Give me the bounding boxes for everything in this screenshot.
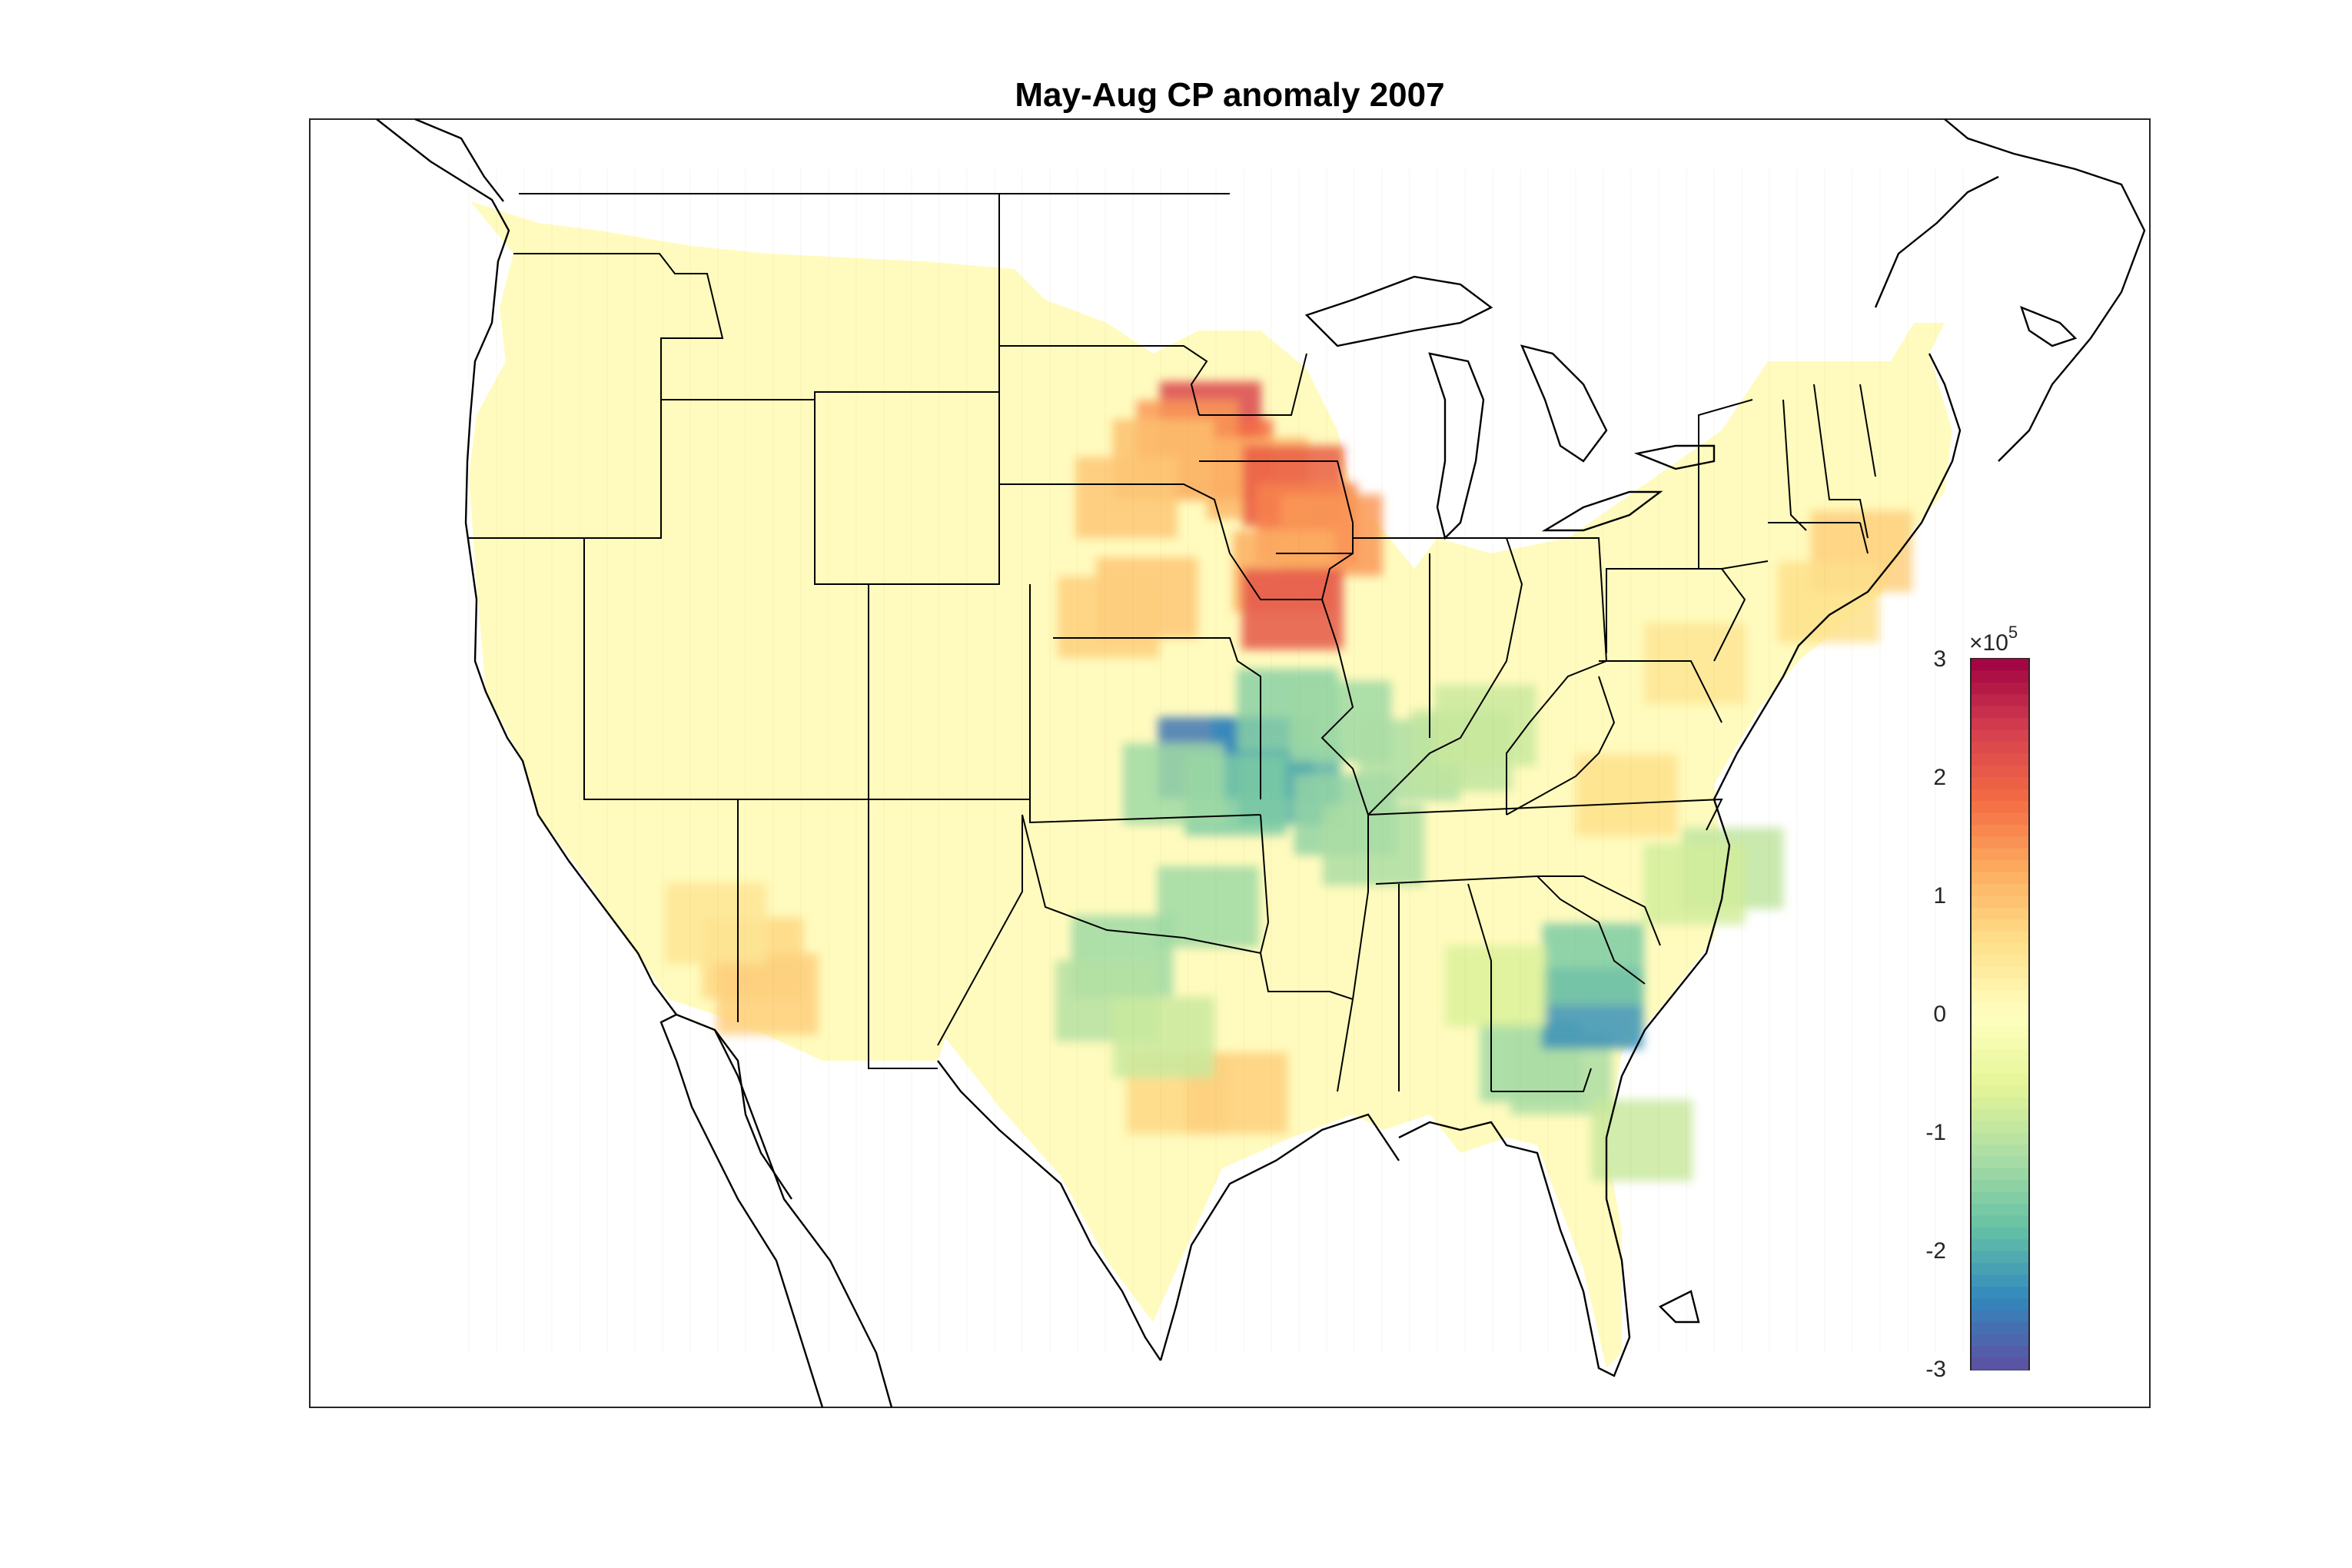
colorbar-band xyxy=(1972,777,2028,790)
anomaly-cell xyxy=(716,953,819,1035)
colorbar-band xyxy=(1972,907,2028,920)
colorbar-band xyxy=(1972,1061,2028,1075)
colorbar-band xyxy=(1972,694,2028,707)
chart-title: May-Aug CP anomaly 2007 xyxy=(1015,76,1444,114)
colorbar-band xyxy=(1972,801,2028,814)
anomaly-cell xyxy=(1122,743,1224,825)
colorbar-band xyxy=(1972,706,2028,719)
colorbar-band xyxy=(1972,718,2028,731)
colorbar-band xyxy=(1972,978,2028,992)
great-lakes xyxy=(1304,275,1716,540)
state-boundaries xyxy=(469,193,1876,1092)
colorbar-tick-label: 3 xyxy=(1933,646,1946,672)
anomaly-heat-layer xyxy=(665,381,1912,1181)
colorbar-band xyxy=(1972,1025,2028,1038)
colorbar-bands xyxy=(1972,659,2028,1370)
colorbar-band xyxy=(1972,1073,2028,1086)
anomaly-cell xyxy=(1112,996,1214,1078)
colorbar-band xyxy=(1972,741,2028,754)
anomaly-cell xyxy=(1777,561,1879,643)
colorbar-band xyxy=(1972,1298,2028,1311)
colorbar-band xyxy=(1972,966,2028,979)
anomaly-cell xyxy=(1075,457,1178,539)
colorbar-band xyxy=(1972,1121,2028,1134)
colorbar-band xyxy=(1972,1274,2028,1287)
colorbar-band xyxy=(1972,1322,2028,1335)
colorbar-band xyxy=(1972,1346,2028,1359)
colorbar-band xyxy=(1972,1132,2028,1145)
colorbar-band xyxy=(1972,919,2028,932)
colorbar-band xyxy=(1972,943,2028,956)
colorbar-band xyxy=(1972,1180,2028,1193)
colorbar-band xyxy=(1972,789,2028,802)
colorbar-band xyxy=(1972,1239,2028,1252)
anomaly-cell xyxy=(1434,685,1536,766)
colorbar-band xyxy=(1972,883,2028,896)
colorbar-band xyxy=(1972,1038,2028,1051)
colorbar-band xyxy=(1972,872,2028,885)
grid-cells-layer xyxy=(468,169,1964,1353)
anomaly-cell xyxy=(1241,568,1344,650)
colorbar-band xyxy=(1972,895,2028,909)
anomaly-cell xyxy=(1323,804,1425,886)
anomaly-cell xyxy=(1157,865,1259,948)
colorbar-band xyxy=(1972,1168,2028,1181)
colorbar-band xyxy=(1972,682,2028,695)
anomaly-cell xyxy=(665,882,767,965)
colorbar-band xyxy=(1972,824,2028,837)
colorbar-band xyxy=(1972,1227,2028,1241)
anomaly-cell xyxy=(1644,623,1746,704)
colorbar-tick-label: 1 xyxy=(1933,883,1946,909)
anomaly-cell xyxy=(1542,923,1644,1005)
colorbar: ×105 3 2 1 0 -1 -2 -3 xyxy=(1925,623,2030,1382)
colorbar-band xyxy=(1972,931,2028,944)
colorbar-band xyxy=(1972,1357,2028,1370)
colorbar-band xyxy=(1972,659,2028,672)
coastlines xyxy=(376,119,2146,1407)
colorbar-band xyxy=(1972,1287,2028,1300)
colorbar-band xyxy=(1972,860,2028,873)
colorbar-band xyxy=(1972,812,2028,826)
colorbar-band xyxy=(1972,1334,2028,1347)
anomaly-cell xyxy=(1591,1100,1693,1181)
colorbar-band xyxy=(1972,1215,2028,1228)
colorbar-band xyxy=(1972,1014,2028,1027)
colorbar-band xyxy=(1972,765,2028,778)
colorbar-tick-label: -3 xyxy=(1925,1357,1946,1382)
colorbar-band xyxy=(1972,753,2028,766)
colorbar-band xyxy=(1972,1310,2028,1323)
colorbar-band xyxy=(1972,1085,2028,1098)
colorbar-band xyxy=(1972,1049,2028,1062)
colorbar-band xyxy=(1972,1191,2028,1204)
colorbar-tick-label: -1 xyxy=(1925,1120,1946,1145)
colorbar-band xyxy=(1972,1144,2028,1158)
colorbar-band xyxy=(1972,1263,2028,1276)
anomaly-cell xyxy=(1444,945,1546,1027)
colorbar-exponent: ×105 xyxy=(1969,623,2018,656)
colorbar-band xyxy=(1972,1108,2028,1121)
colorbar-band xyxy=(1972,955,2028,968)
colorbar-band xyxy=(1972,1097,2028,1110)
colorbar-band xyxy=(1972,670,2028,683)
colorbar-tick-label: 0 xyxy=(1933,1002,1946,1027)
anomaly-cell xyxy=(1576,754,1678,836)
colorbar-band xyxy=(1972,848,2028,861)
colorbar-band xyxy=(1972,1204,2028,1217)
colorbar-tick-label: -2 xyxy=(1925,1238,1946,1264)
colorbar-band xyxy=(1972,1251,2028,1264)
colorbar-band xyxy=(1972,1002,2028,1015)
anomaly-cell xyxy=(1058,576,1160,658)
colorbar-band xyxy=(1972,729,2028,742)
colorbar-tick-label: 2 xyxy=(1933,765,1946,790)
colorbar-band xyxy=(1972,836,2028,849)
colorbar-band xyxy=(1972,990,2028,1003)
colorbar-band xyxy=(1972,1156,2028,1169)
